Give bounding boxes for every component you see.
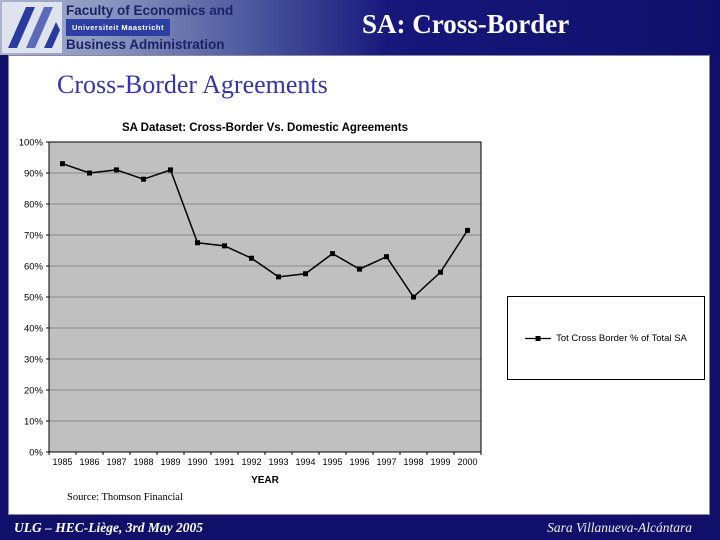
legend-label: Tot Cross Border % of Total SA: [556, 332, 687, 344]
svg-text:1999: 1999: [430, 457, 450, 467]
slide-body: Cross-Border Agreements SA Dataset: Cros…: [8, 55, 710, 515]
svg-text:60%: 60%: [24, 262, 44, 273]
logo-line-business: Business Administration: [66, 37, 225, 52]
svg-text:70%: 70%: [24, 231, 44, 242]
slide-header-title: SA: Cross-Border: [362, 9, 570, 39]
svg-text:1993: 1993: [268, 457, 288, 467]
svg-text:80%: 80%: [24, 200, 44, 211]
legend-marker-icon: [525, 335, 552, 341]
svg-text:1989: 1989: [160, 457, 180, 467]
logo-line-faculty: Faculty of Economics and: [66, 3, 234, 18]
svg-text:30%: 30%: [24, 355, 44, 366]
svg-text:0%: 0%: [29, 448, 43, 459]
footer-left-text: ULG – HEC-Liège, 3rd May 2005: [14, 520, 203, 535]
svg-text:1986: 1986: [79, 457, 99, 467]
svg-text:1995: 1995: [322, 457, 342, 467]
svg-text:20%: 20%: [24, 386, 44, 397]
svg-text:1997: 1997: [376, 457, 396, 467]
svg-text:1998: 1998: [403, 457, 423, 467]
svg-text:SA Dataset: Cross-Border Vs. D: SA Dataset: Cross-Border Vs. Domestic Ag…: [122, 122, 408, 134]
svg-text:40%: 40%: [24, 324, 44, 335]
svg-text:1991: 1991: [214, 457, 234, 467]
chart-legend: Tot Cross Border % of Total SA: [507, 296, 705, 380]
svg-text:1996: 1996: [349, 457, 369, 467]
svg-text:1992: 1992: [241, 457, 261, 467]
svg-text:90%: 90%: [24, 169, 44, 180]
maastricht-logo-icon: [2, 2, 62, 53]
logo-text-block: Faculty of Economics and Universiteit Ma…: [66, 3, 233, 52]
svg-text:1988: 1988: [133, 457, 153, 467]
line-chart: SA Dataset: Cross-Border Vs. Domestic Ag…: [9, 116, 489, 495]
svg-text:10%: 10%: [24, 417, 44, 428]
chart-area: SA Dataset: Cross-Border Vs. Domestic Ag…: [9, 116, 489, 495]
content-title: Cross-Border Agreements: [57, 70, 328, 99]
svg-text:1990: 1990: [187, 457, 207, 467]
svg-text:50%: 50%: [24, 293, 44, 304]
header-bar: Faculty of Economics and Universiteit Ma…: [0, 0, 720, 55]
svg-text:2000: 2000: [457, 457, 477, 467]
svg-text:YEAR: YEAR: [251, 475, 280, 486]
source-note: Source: Thomson Financial: [67, 492, 183, 503]
logo-line-university: Universiteit Maastricht: [66, 19, 170, 36]
footer-right-text: Sara Villanueva-Alcántara: [547, 520, 692, 535]
svg-text:1985: 1985: [52, 457, 72, 467]
university-logo: [2, 2, 62, 53]
svg-text:1994: 1994: [295, 457, 315, 467]
svg-text:100%: 100%: [19, 138, 44, 149]
svg-text:1987: 1987: [106, 457, 126, 467]
